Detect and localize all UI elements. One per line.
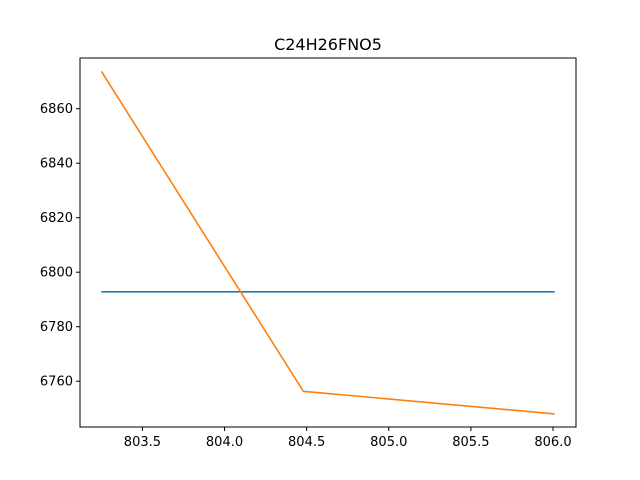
x-tick-label: 804.0	[206, 435, 243, 450]
x-axis: 803.5 804.0 804.5 805.0 805.5 806.0	[124, 427, 572, 450]
y-axis: 6760 6780 6800 6820 6840 6860	[40, 102, 80, 390]
series-layer	[100, 70, 555, 415]
x-tick-label: 803.5	[124, 435, 161, 450]
x-tick-label: 806.0	[534, 435, 571, 450]
x-tick-label: 804.5	[288, 435, 325, 450]
chart-title: C24H26FNO5	[274, 35, 382, 54]
axes-frame	[79, 57, 577, 428]
y-tick-label: 6840	[40, 157, 73, 172]
y-tick-label: 6800	[40, 266, 73, 281]
x-tick-label: 805.5	[452, 435, 489, 450]
y-tick-label: 6780	[40, 320, 73, 335]
series-line-2	[100, 70, 555, 415]
x-tick-label: 805.0	[370, 435, 407, 450]
y-tick-label: 6820	[40, 211, 73, 226]
y-tick-label: 6760	[40, 375, 73, 390]
y-tick-label: 6860	[40, 102, 73, 117]
